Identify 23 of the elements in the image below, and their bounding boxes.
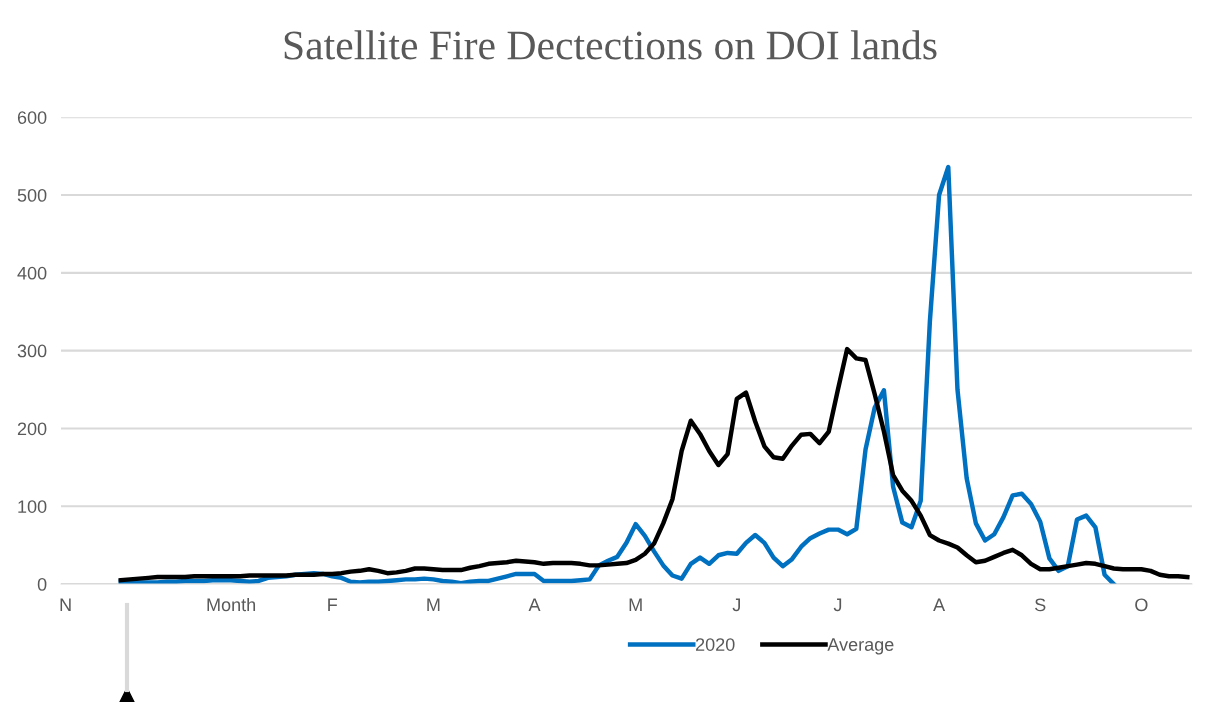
chart-title: Satellite Fire Dectections on DOI lands bbox=[284, 30, 937, 60]
x-tick-label: N bbox=[60, 598, 71, 612]
x-tick-label: S bbox=[1035, 598, 1046, 612]
x-tick-label: F bbox=[328, 598, 338, 612]
x-tick-label: A bbox=[528, 598, 541, 612]
y-tick-label: 400 bbox=[17, 266, 47, 280]
x-tick-label: O bbox=[1135, 598, 1148, 612]
y-tick-label: 500 bbox=[17, 188, 47, 202]
legend-label: Average bbox=[827, 638, 894, 655]
x-tick-label: M bbox=[427, 598, 440, 612]
line-series bbox=[118, 346, 1190, 583]
y-tick-label: 300 bbox=[17, 344, 47, 358]
x-tick-label: J bbox=[732, 598, 740, 612]
x-tick-label: Month bbox=[207, 597, 256, 612]
x-tick-label: A bbox=[933, 598, 946, 612]
x-tick-label: J bbox=[833, 598, 842, 612]
y-tick-label: 600 bbox=[17, 111, 47, 124]
y-tick-label: 200 bbox=[17, 422, 47, 436]
x-tick-label: M bbox=[629, 598, 642, 612]
legend-label: 2020 bbox=[696, 638, 735, 651]
line-series bbox=[118, 164, 1117, 585]
y-tick-label: 100 bbox=[18, 500, 47, 513]
y-tick-label: 0 bbox=[37, 578, 47, 591]
